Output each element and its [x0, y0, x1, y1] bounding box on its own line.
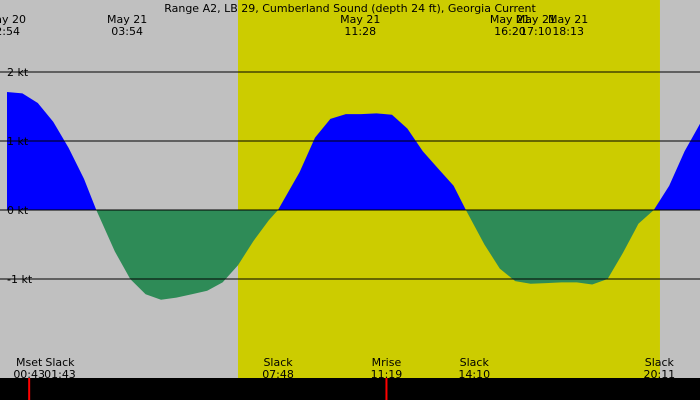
- x-tick-label: 09: [308, 380, 322, 393]
- top-event-line2: 11:28: [344, 25, 376, 38]
- x-tick-label: 01: [431, 380, 445, 393]
- y-tick-label: 2 kt: [7, 66, 29, 79]
- top-event-line2: 16:20: [494, 25, 526, 38]
- bottom-event-line1: Slack: [645, 356, 675, 369]
- bottom-event-line1: Slack: [45, 356, 75, 369]
- x-tick-label: 04: [524, 380, 538, 393]
- x-tick-label: 07: [616, 380, 630, 393]
- bottom-event-line2: 00:43: [13, 368, 45, 381]
- x-tick-label: 08: [647, 380, 661, 393]
- top-event-line2: 17:10: [520, 25, 552, 38]
- top-event-line2: 22:54: [0, 25, 20, 38]
- x-tick-label: 11: [370, 380, 384, 393]
- x-tick-label: 12: [400, 380, 414, 393]
- x-tick-label: 05: [185, 380, 199, 393]
- y-tick-label: 1 kt: [7, 135, 29, 148]
- x-tick-label: 04: [154, 380, 168, 393]
- bottom-event-line2: 14:10: [458, 368, 490, 381]
- top-event-line1: May 21: [107, 13, 147, 26]
- bottom-event-line1: Slack: [263, 356, 293, 369]
- x-tick-label: 12: [31, 380, 45, 393]
- current-area-layer: [7, 92, 700, 300]
- x-tick-label: 11: [0, 380, 14, 393]
- ebb-area: [7, 210, 700, 300]
- bottom-event-line2: 07:48: [262, 368, 294, 381]
- x-tick-label: 07: [246, 380, 260, 393]
- top-event-line1: May 21: [340, 13, 380, 26]
- grid-layer: [0, 71, 700, 400]
- chart-title: Range A2, LB 29, Cumberland Sound (depth…: [164, 2, 536, 15]
- bottom-event-line2: 20:11: [643, 368, 675, 381]
- bottom-event-line1: Slack: [460, 356, 490, 369]
- top-event-line2: 18:13: [552, 25, 584, 38]
- x-tick-label: 03: [493, 380, 507, 393]
- top-event-line1: May 20: [0, 13, 26, 26]
- x-tick-label: 06: [585, 380, 599, 393]
- y-tick-label: 0 kt: [7, 204, 29, 217]
- x-tick-label: 09: [678, 380, 692, 393]
- top-event-line1: May 21: [548, 13, 588, 26]
- bottom-event-line2: 11:19: [371, 368, 403, 381]
- top-event-line1: May 21: [516, 13, 556, 26]
- x-tick-label: 03: [123, 380, 137, 393]
- x-tick-label: 02: [462, 380, 476, 393]
- x-tick-label: 06: [216, 380, 230, 393]
- top-event-line1: May 21: [490, 13, 530, 26]
- bottom-event-line1: Mset: [16, 356, 43, 369]
- x-tick-label: 10: [339, 380, 353, 393]
- flood-area: [7, 92, 700, 210]
- bottom-event-line2: 01:43: [44, 368, 76, 381]
- x-tick-label: 01: [62, 380, 76, 393]
- x-tick-label: 08: [277, 380, 291, 393]
- x-tick-label: 05: [554, 380, 568, 393]
- top-event-line2: 03:54: [111, 25, 143, 38]
- x-tick-label: 02: [92, 380, 106, 393]
- bottom-event-line1: Mrise: [372, 356, 402, 369]
- y-tick-label: -1 kt: [7, 273, 33, 286]
